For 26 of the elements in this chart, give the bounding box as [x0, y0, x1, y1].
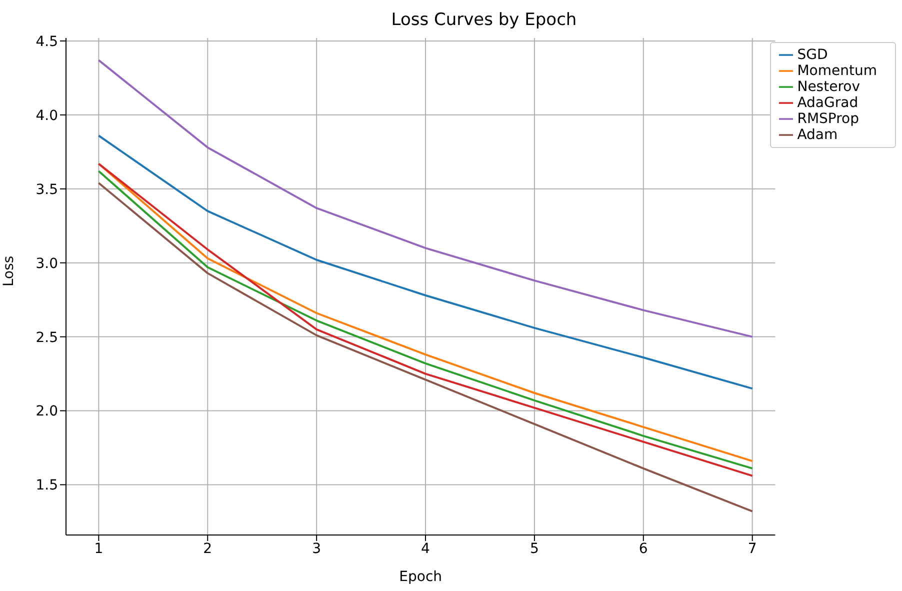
x-tick-label: 2: [203, 540, 212, 557]
legend-label: Adam: [797, 127, 838, 143]
x-tick-label: 4: [421, 540, 430, 557]
x-tick-label: 7: [748, 540, 757, 557]
y-tick-label: 2.5: [36, 330, 58, 346]
y-tick-label: 2.0: [36, 404, 58, 420]
y-tick-label: 3.5: [36, 182, 58, 198]
y-axis-title: Loss: [0, 256, 17, 286]
y-tick-label: 3.0: [36, 256, 58, 272]
x-tick-label: 5: [530, 540, 539, 557]
legend-label: SGD: [797, 47, 828, 63]
legend-label: RMSProp: [797, 111, 860, 127]
x-tick-label: 3: [312, 540, 322, 557]
y-tick-label: 1.5: [36, 478, 58, 494]
x-tick-label: 1: [94, 540, 104, 557]
line-series: [98, 182, 754, 512]
y-tick-label: 4.5: [36, 34, 58, 50]
legend-label: Nesterov: [797, 79, 860, 95]
x-axis-title: Epoch: [399, 569, 442, 585]
line-series: [98, 134, 754, 390]
chart-title: Loss Curves by Epoch: [390, 10, 578, 30]
line-series: [98, 59, 754, 338]
x-tick-label: 6: [638, 540, 648, 557]
y-tick-label: 4.0: [36, 108, 58, 124]
legend-label: AdaGrad: [797, 95, 858, 111]
legend-label: Momentum: [797, 63, 877, 79]
